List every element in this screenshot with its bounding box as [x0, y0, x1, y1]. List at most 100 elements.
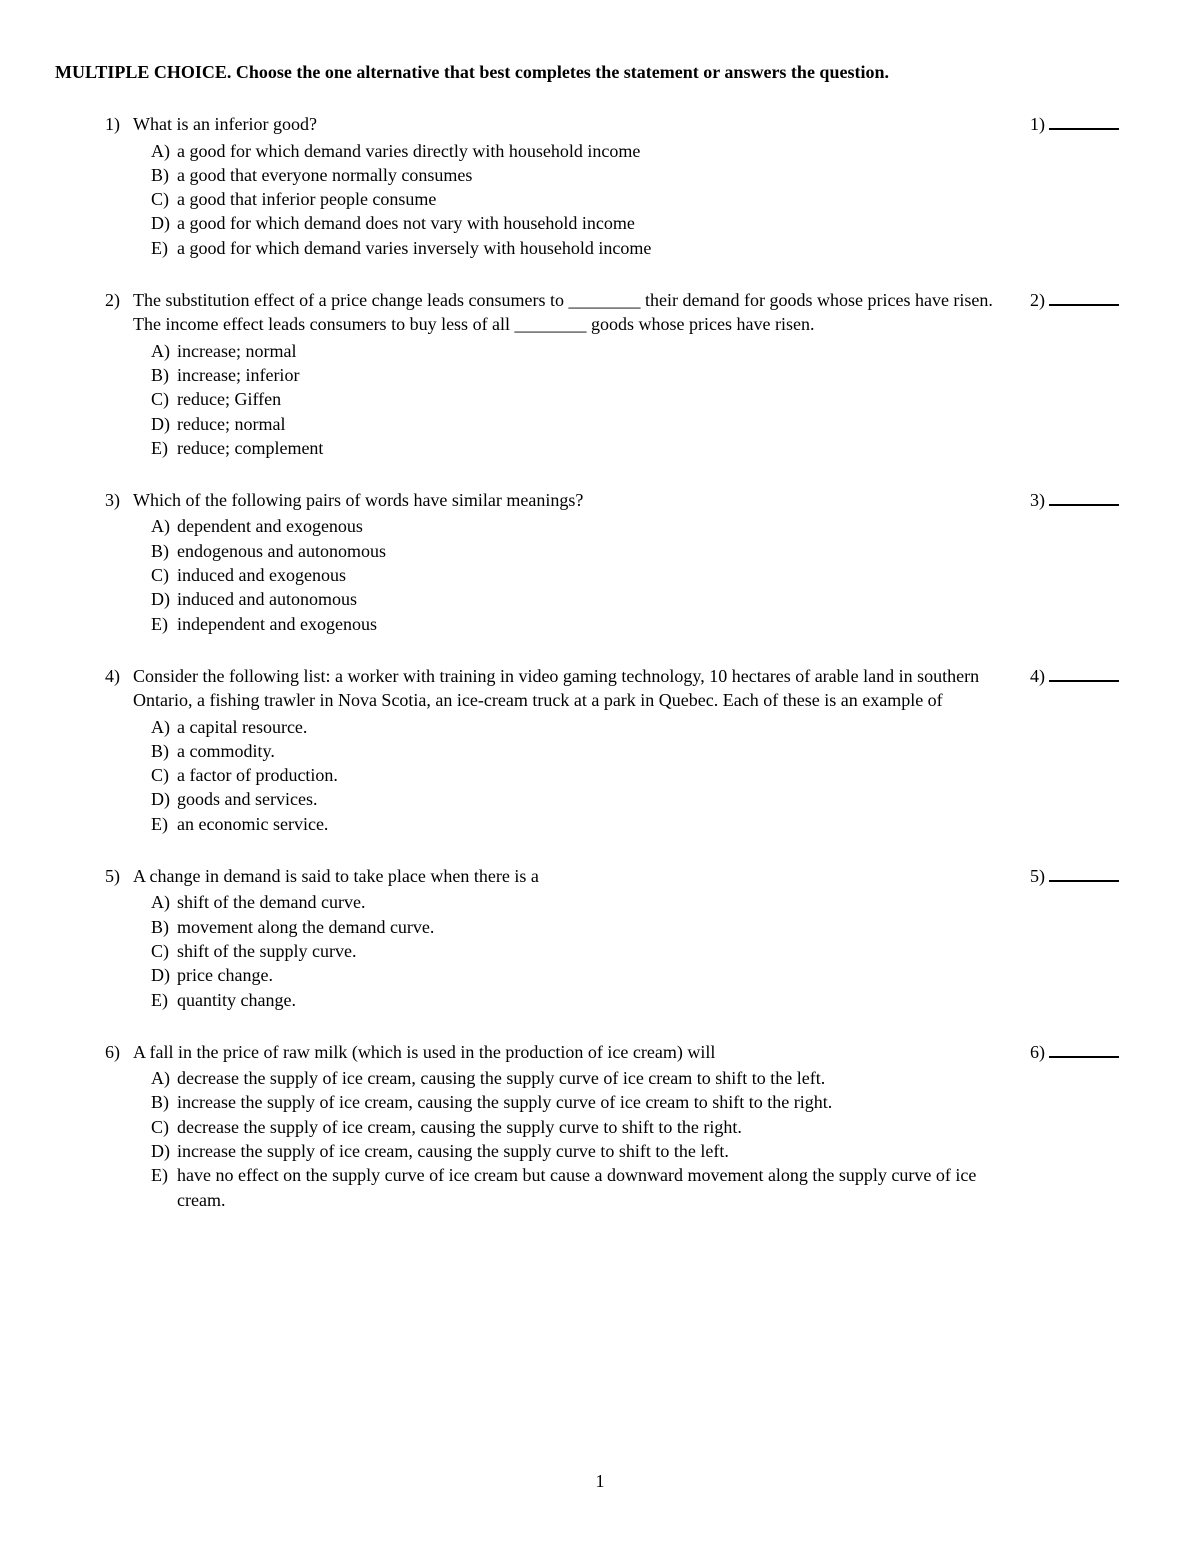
option-row: D)a good for which demand does not vary …	[151, 211, 1010, 235]
option-text: a commodity.	[177, 739, 1010, 763]
options-list: A)a capital resource.B)a commodity.C)a f…	[105, 715, 1010, 836]
option-label: A)	[151, 339, 177, 363]
option-row: A)a capital resource.	[151, 715, 1010, 739]
answer-blank[interactable]	[1049, 288, 1119, 306]
answer-line: 5)	[1030, 864, 1145, 888]
option-row: A)decrease the supply of ice cream, caus…	[151, 1066, 1010, 1090]
answer-line: 3)	[1030, 488, 1145, 512]
option-text: endogenous and autonomous	[177, 539, 1010, 563]
answer-blank[interactable]	[1049, 488, 1119, 506]
option-label: C)	[151, 187, 177, 211]
option-label: E)	[151, 812, 177, 836]
question-number: 3)	[105, 488, 131, 512]
question-block: 6) A fall in the price of raw milk (which…	[55, 1040, 1145, 1212]
question-block: 1)What is an inferior good?A)a good for …	[55, 112, 1145, 260]
option-label: E)	[151, 612, 177, 636]
answer-column: 1)	[1030, 112, 1145, 260]
question-block: 3)Which of the following pairs of words …	[55, 488, 1145, 636]
option-label: B)	[151, 1090, 177, 1114]
option-text: a good that everyone normally consumes	[177, 163, 1010, 187]
option-label: B)	[151, 539, 177, 563]
answer-column: 2)	[1030, 288, 1145, 460]
question-row: 4)Consider the following list: a worker …	[105, 664, 1010, 713]
question-row: 1)What is an inferior good?	[105, 112, 1010, 136]
option-row: B)increase; inferior	[151, 363, 1010, 387]
option-text: increase the supply of ice cream, causin…	[177, 1090, 1010, 1114]
question-text: A fall in the price of raw milk (which i…	[133, 1040, 1010, 1064]
option-label: A)	[151, 139, 177, 163]
option-row: C)shift of the supply curve.	[151, 939, 1010, 963]
option-label: D)	[151, 1139, 177, 1163]
answer-number: 4)	[1030, 664, 1045, 688]
answer-blank[interactable]	[1049, 664, 1119, 682]
answer-number: 1)	[1030, 112, 1045, 136]
answer-column: 3)	[1030, 488, 1145, 636]
question-block: 2) The substitution effect of a price cha…	[55, 288, 1145, 460]
option-label: D)	[151, 211, 177, 235]
answer-column: 6)	[1030, 1040, 1145, 1212]
option-row: A)shift of the demand curve.	[151, 890, 1010, 914]
option-row: C)reduce; Giffen	[151, 387, 1010, 411]
answer-number: 6)	[1030, 1040, 1045, 1064]
option-text: decrease the supply of ice cream, causin…	[177, 1066, 1010, 1090]
question-text: Which of the following pairs of words ha…	[133, 488, 1010, 512]
option-text: dependent and exogenous	[177, 514, 1010, 538]
question-block: 4)Consider the following list: a worker …	[55, 664, 1145, 836]
question-text: What is an inferior good?	[133, 112, 1010, 136]
option-text: goods and services.	[177, 787, 1010, 811]
answer-column: 5)	[1030, 864, 1145, 1012]
page: MULTIPLE CHOICE. Choose the one alternat…	[0, 0, 1200, 1553]
question-number: 4)	[105, 664, 131, 713]
option-row: B)endogenous and autonomous	[151, 539, 1010, 563]
instructions-heading: MULTIPLE CHOICE. Choose the one alternat…	[55, 60, 1145, 84]
option-text: a capital resource.	[177, 715, 1010, 739]
option-row: A)increase; normal	[151, 339, 1010, 363]
options-list: A)decrease the supply of ice cream, caus…	[105, 1066, 1010, 1212]
option-text: movement along the demand curve.	[177, 915, 1010, 939]
option-label: C)	[151, 939, 177, 963]
answer-blank[interactable]	[1049, 112, 1119, 130]
option-text: decrease the supply of ice cream, causin…	[177, 1115, 1010, 1139]
option-row: B)a good that everyone normally consumes	[151, 163, 1010, 187]
option-row: D)increase the supply of ice cream, caus…	[151, 1139, 1010, 1163]
question-row: 2)The substitution effect of a price cha…	[105, 288, 1010, 337]
page-number: 1	[0, 1469, 1200, 1493]
answer-number: 5)	[1030, 864, 1045, 888]
option-label: C)	[151, 763, 177, 787]
question-area: 3)Which of the following pairs of words …	[55, 488, 1030, 636]
option-text: have no effect on the supply curve of ic…	[177, 1163, 1010, 1212]
option-row: D)price change.	[151, 963, 1010, 987]
option-row: E)independent and exogenous	[151, 612, 1010, 636]
option-row: C)induced and exogenous	[151, 563, 1010, 587]
question-text: The substitution effect of a price chang…	[133, 288, 1010, 337]
answer-number: 3)	[1030, 488, 1045, 512]
question-row: 6)A fall in the price of raw milk (which…	[105, 1040, 1010, 1064]
question-number: 1)	[105, 112, 131, 136]
option-label: A)	[151, 514, 177, 538]
option-label: B)	[151, 363, 177, 387]
option-label: C)	[151, 387, 177, 411]
question-row: 5)A change in demand is said to take pla…	[105, 864, 1010, 888]
options-list: A)a good for which demand varies directl…	[105, 139, 1010, 260]
option-text: induced and exogenous	[177, 563, 1010, 587]
options-list: A)dependent and exogenousB)endogenous an…	[105, 514, 1010, 635]
option-text: an economic service.	[177, 812, 1010, 836]
answer-blank[interactable]	[1049, 864, 1119, 882]
option-text: independent and exogenous	[177, 612, 1010, 636]
option-label: D)	[151, 412, 177, 436]
option-text: a good for which demand varies inversely…	[177, 236, 1010, 260]
option-row: E)have no effect on the supply curve of …	[151, 1163, 1010, 1212]
option-row: D)goods and services.	[151, 787, 1010, 811]
option-row: C)decrease the supply of ice cream, caus…	[151, 1115, 1010, 1139]
option-row: E)an economic service.	[151, 812, 1010, 836]
question-text: A change in demand is said to take place…	[133, 864, 1010, 888]
answer-blank[interactable]	[1049, 1040, 1119, 1058]
option-text: shift of the demand curve.	[177, 890, 1010, 914]
option-text: a good for which demand does not vary wi…	[177, 211, 1010, 235]
option-text: quantity change.	[177, 988, 1010, 1012]
option-row: A)dependent and exogenous	[151, 514, 1010, 538]
option-label: C)	[151, 563, 177, 587]
question-block: 5) A change in demand is said to take pla…	[55, 864, 1145, 1012]
option-row: B)increase the supply of ice cream, caus…	[151, 1090, 1010, 1114]
option-text: reduce; normal	[177, 412, 1010, 436]
